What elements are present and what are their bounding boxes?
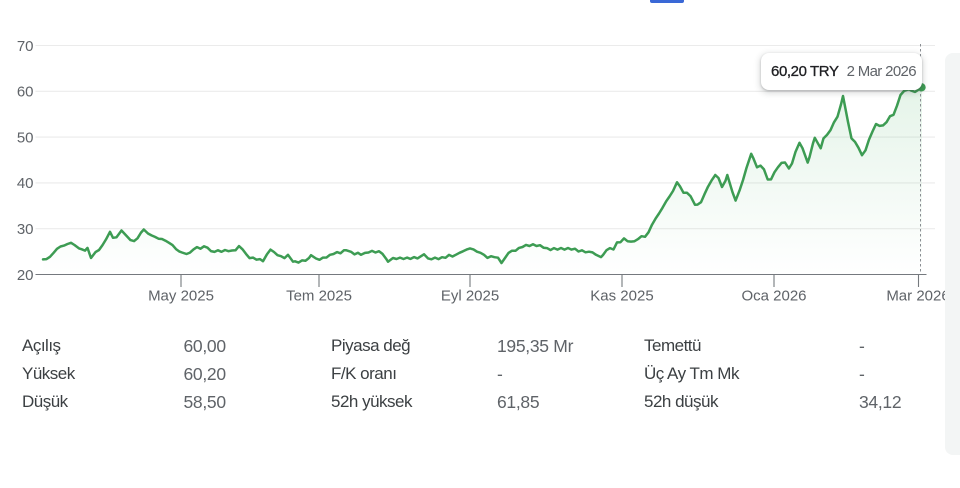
svg-text:30: 30: [17, 221, 34, 238]
svg-text:Kas 2025: Kas 2025: [590, 288, 653, 305]
svg-text:Eyl 2025: Eyl 2025: [441, 288, 499, 305]
svg-text:50: 50: [17, 129, 34, 146]
svg-text:40: 40: [17, 175, 34, 192]
svg-text:20: 20: [17, 267, 34, 284]
svg-text:60: 60: [17, 84, 34, 101]
svg-text:May 2025: May 2025: [148, 288, 214, 305]
svg-text:Tem 2025: Tem 2025: [286, 288, 352, 305]
svg-text:Oca 2026: Oca 2026: [741, 288, 806, 305]
svg-text:Mar 2026: Mar 2026: [886, 288, 949, 305]
svg-text:70: 70: [17, 38, 34, 55]
